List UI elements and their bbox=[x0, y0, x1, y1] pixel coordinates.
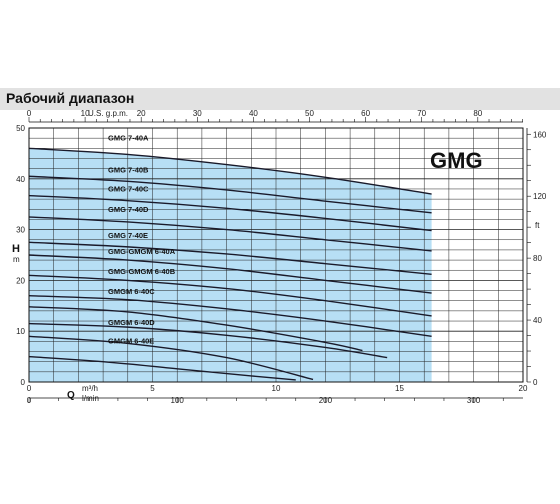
x-unit-primary: m³/h bbox=[82, 384, 98, 393]
bottom-tick-label: 0 bbox=[27, 384, 32, 393]
curve-label: GMG 7-40C bbox=[108, 185, 149, 194]
curve-label: GMG 7-40A bbox=[108, 134, 149, 143]
curve-3 bbox=[28, 194, 432, 232]
curve-label: GMGM 6-40E bbox=[108, 336, 154, 345]
lmin-tick-label: 200 bbox=[319, 396, 333, 405]
curve-2 bbox=[28, 175, 432, 214]
y-axis-unit: m bbox=[13, 255, 20, 264]
right-tick-label: 40 bbox=[533, 316, 542, 325]
extra-curve-1 bbox=[28, 306, 363, 352]
right-tick-label: 0 bbox=[533, 378, 538, 387]
curve-7 bbox=[28, 274, 432, 317]
section-title: Рабочий диапазон bbox=[6, 90, 135, 106]
top-tick-label: 50 bbox=[305, 109, 314, 118]
curve-label: GMGM 6-40D bbox=[108, 318, 155, 327]
left-tick-label: 30 bbox=[16, 226, 25, 235]
left-tick-label: 20 bbox=[16, 276, 25, 285]
curve-label: GMG 7-40B bbox=[108, 166, 149, 175]
curve-layer bbox=[28, 147, 432, 381]
curve-6 bbox=[28, 254, 432, 294]
x-unit-secondary: l/min bbox=[82, 394, 99, 403]
label-layer: GMG 7-40A GMG 7-40B GMG 7-40C GMG 7-40D GMG … bbox=[12, 109, 547, 405]
curve-10 bbox=[28, 335, 314, 381]
chart-frame bbox=[28, 127, 524, 383]
bottom-tick-label: 5 bbox=[150, 384, 155, 393]
bottom-tick-label: 20 bbox=[519, 384, 528, 393]
operating-range-area bbox=[29, 148, 432, 382]
left-tick-label: 0 bbox=[21, 378, 26, 387]
top-tick-label: 80 bbox=[473, 109, 482, 118]
right-tick-label: 160 bbox=[533, 130, 547, 139]
top-tick-label: 60 bbox=[361, 109, 370, 118]
x-axis-title: Q bbox=[67, 390, 75, 401]
curve-label: GMG 7-40D bbox=[108, 205, 149, 214]
curve-8 bbox=[28, 294, 432, 337]
top-tick-label: 40 bbox=[249, 109, 258, 118]
top-tick-label: 0 bbox=[27, 109, 32, 118]
top-tick-label: 10 bbox=[81, 109, 90, 118]
top-tick-label: 70 bbox=[417, 109, 426, 118]
lmin-tick-label: 100 bbox=[171, 396, 185, 405]
model-label: GMG bbox=[430, 148, 483, 173]
extra-curve-2 bbox=[28, 355, 296, 381]
lmin-tick-label: 0 bbox=[27, 396, 32, 405]
top-tick-label: 30 bbox=[193, 109, 202, 118]
curve-1 bbox=[28, 147, 432, 195]
curve-4 bbox=[28, 216, 432, 252]
curve-label: GMGM 6-40C bbox=[108, 287, 155, 296]
frame-layer bbox=[28, 117, 531, 403]
curve-5 bbox=[28, 241, 432, 276]
section-header-band bbox=[0, 88, 560, 110]
curve-label: GMG-GMGM 6-40A bbox=[108, 247, 176, 256]
left-tick-label: 50 bbox=[16, 124, 25, 133]
curve-9 bbox=[28, 322, 388, 359]
left-tick-label: 40 bbox=[16, 175, 25, 184]
operating-range-layer bbox=[29, 148, 432, 382]
y-axis-title: H bbox=[12, 243, 20, 255]
right-tick-label: 80 bbox=[533, 254, 542, 263]
curve-label: GMG 7-40E bbox=[108, 231, 148, 240]
right-axis-unit: ft bbox=[535, 221, 540, 230]
left-tick-label: 10 bbox=[16, 327, 25, 336]
bottom-tick-label: 10 bbox=[272, 384, 281, 393]
right-tick-label: 120 bbox=[533, 192, 547, 201]
top-tick-label: 20 bbox=[137, 109, 146, 118]
bottom-tick-label: 15 bbox=[395, 384, 404, 393]
curve-label: GMG-GMGM 6-40B bbox=[108, 267, 176, 276]
lmin-tick-label: 300 bbox=[467, 396, 481, 405]
top-axis-unit: U.S. g.p.m. bbox=[88, 109, 128, 118]
